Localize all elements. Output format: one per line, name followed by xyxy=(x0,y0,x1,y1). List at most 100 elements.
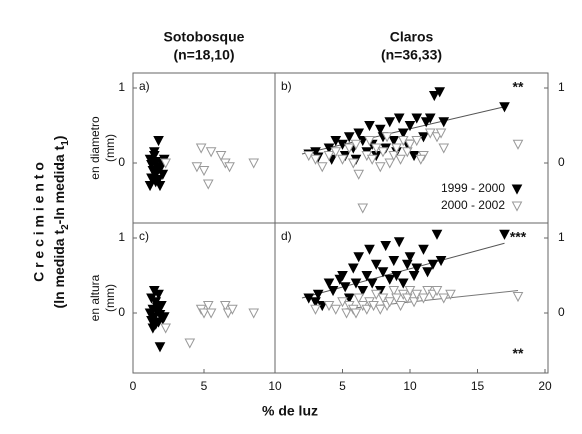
point xyxy=(357,286,369,297)
point xyxy=(388,286,400,297)
point xyxy=(353,252,365,263)
point xyxy=(353,169,365,180)
point xyxy=(431,286,443,297)
point xyxy=(512,292,524,303)
point xyxy=(227,304,238,315)
point xyxy=(395,301,406,312)
point xyxy=(151,302,163,313)
point xyxy=(205,147,217,158)
point xyxy=(312,289,324,300)
point xyxy=(154,164,166,175)
x-tick-label: 20 xyxy=(538,379,552,393)
point xyxy=(404,139,416,150)
y-axis-sublabel: (ln medida t2-ln medida t1) xyxy=(51,136,71,309)
point xyxy=(350,308,362,319)
point xyxy=(391,293,402,304)
significance: ** xyxy=(513,345,524,361)
y-tick-label: 0 xyxy=(558,155,565,169)
point xyxy=(323,278,335,289)
subscript: 1 xyxy=(60,140,71,146)
point xyxy=(438,293,450,304)
point xyxy=(310,154,321,165)
point xyxy=(154,181,166,192)
x-tick-label: 10 xyxy=(403,379,417,393)
point xyxy=(337,154,348,165)
point xyxy=(337,271,348,282)
point xyxy=(388,136,400,147)
point xyxy=(310,304,321,315)
point xyxy=(205,308,217,319)
legend-marker xyxy=(511,201,523,212)
point xyxy=(339,282,351,293)
point xyxy=(391,271,402,282)
y-tick-label: 1 xyxy=(558,230,565,244)
point xyxy=(202,179,214,190)
point xyxy=(330,147,342,158)
panel-label: d) xyxy=(281,229,292,243)
point xyxy=(384,117,396,128)
point xyxy=(350,139,362,150)
point xyxy=(148,151,160,162)
point xyxy=(445,289,456,300)
point xyxy=(198,166,210,177)
point xyxy=(393,237,405,248)
point xyxy=(499,102,510,113)
point xyxy=(347,158,359,169)
point xyxy=(364,136,375,147)
legend-label: 2000 - 2002 xyxy=(441,198,505,212)
point xyxy=(411,263,423,274)
label-part: (ln medida t xyxy=(51,230,67,309)
point xyxy=(195,143,207,154)
x-tick-label: 5 xyxy=(339,379,346,393)
row-label: (mm) xyxy=(103,284,117,312)
point xyxy=(428,91,440,102)
point xyxy=(408,271,420,282)
point xyxy=(374,124,386,135)
point xyxy=(415,154,427,165)
panel-label: b) xyxy=(281,79,292,93)
point xyxy=(377,147,389,158)
x-tick-label: 0 xyxy=(130,379,137,393)
point xyxy=(401,147,413,158)
point xyxy=(408,297,420,308)
subscript: 2 xyxy=(60,224,71,230)
point xyxy=(384,158,396,169)
point xyxy=(404,121,416,132)
point xyxy=(401,259,413,270)
point xyxy=(343,132,355,143)
point xyxy=(215,151,227,162)
y-tick-label: 1 xyxy=(558,80,565,94)
point xyxy=(198,308,210,319)
column-subtitle: (n=18,10) xyxy=(173,47,234,63)
column-subtitle: (n=36,33) xyxy=(381,47,442,63)
point xyxy=(160,158,171,169)
point xyxy=(404,252,416,263)
point xyxy=(191,162,203,173)
point xyxy=(384,274,396,285)
point xyxy=(157,169,169,180)
point xyxy=(343,143,355,154)
point xyxy=(330,304,342,315)
point xyxy=(366,154,378,165)
panel-label: c) xyxy=(139,229,149,243)
point xyxy=(427,259,439,270)
row-label: en altura xyxy=(88,274,102,321)
y-axis-label: C r e c i m i e n t o xyxy=(31,162,47,282)
point xyxy=(374,162,386,173)
row-label: (mm) xyxy=(103,134,117,162)
point xyxy=(377,267,389,278)
point xyxy=(397,278,409,289)
significance: *** xyxy=(510,229,527,245)
x-tick-label: 15 xyxy=(471,379,485,393)
x-axis-label: % de luz xyxy=(262,403,318,419)
point xyxy=(381,132,393,143)
column-title: Sotobosque xyxy=(164,29,245,45)
x-tick-label: 5 xyxy=(201,379,208,393)
point xyxy=(397,128,409,139)
point xyxy=(153,136,164,147)
legend-label: 1999 - 2000 xyxy=(441,181,505,195)
point xyxy=(341,308,352,319)
y-tick-label: 0 xyxy=(558,305,565,319)
